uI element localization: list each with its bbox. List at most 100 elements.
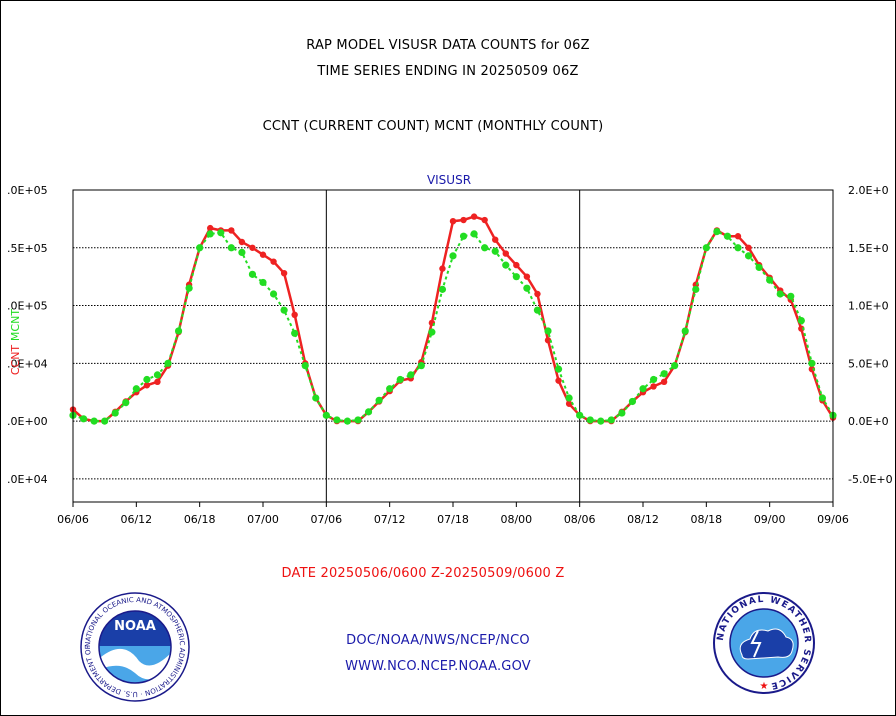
data-point-mcnt — [217, 229, 225, 237]
x-tick-label: 06/12 — [120, 513, 152, 526]
svg-text:★: ★ — [760, 681, 769, 692]
data-point-mcnt — [322, 411, 330, 419]
series-mcnt — [69, 228, 837, 425]
data-point-mcnt — [364, 408, 373, 416]
y-tick-label-left: .0E+04 — [7, 357, 48, 370]
data-point-mcnt — [713, 228, 721, 236]
data-point-mcnt — [618, 409, 626, 417]
chart-title-line-2: TIME SERIES ENDING IN 20250509 06Z — [317, 64, 579, 79]
data-point-mcnt — [491, 247, 499, 255]
data-point-ccnt — [555, 377, 562, 384]
series-ccnt — [69, 213, 837, 425]
data-point-mcnt — [692, 285, 700, 293]
data-point-mcnt — [428, 328, 436, 336]
data-point-ccnt — [470, 213, 478, 220]
data-point-mcnt — [143, 375, 151, 384]
data-point-mcnt — [597, 417, 605, 425]
data-point-ccnt — [291, 311, 298, 318]
data-point-mcnt — [481, 244, 489, 252]
data-point-ccnt — [259, 251, 267, 258]
x-tick-label: 06/18 — [184, 513, 216, 526]
data-point-mcnt — [386, 385, 394, 393]
y-tick-label-left: .0E+05 — [7, 300, 48, 313]
data-point-mcnt — [354, 416, 362, 424]
data-point-ccnt — [565, 400, 573, 407]
data-point-ccnt — [154, 378, 161, 386]
data-point-ccnt — [143, 382, 151, 389]
y-tick-label-right: 1.5E+0 — [848, 242, 889, 255]
data-point-mcnt — [744, 252, 753, 260]
data-point-ccnt — [544, 337, 552, 344]
data-point-ccnt — [534, 290, 541, 298]
data-point-mcnt — [238, 248, 246, 256]
x-tick-label: 07/18 — [437, 513, 469, 526]
data-point-mcnt — [808, 359, 816, 367]
data-point-mcnt — [90, 417, 98, 425]
y-axis-label-ccnt: CCNT — [9, 345, 22, 376]
series-line-ccnt — [72, 215, 835, 423]
data-point-mcnt — [206, 230, 214, 238]
axis-layer: .0E+04 -5.0E+0 .0E+00 0.0E+0 .0E+04 5.0E+0 .0E… — [7, 184, 893, 526]
data-point-ccnt — [439, 265, 446, 272]
data-point-mcnt — [291, 329, 299, 337]
data-point-mcnt — [122, 399, 130, 407]
data-point-mcnt — [681, 327, 689, 335]
data-point-ccnt — [460, 216, 467, 224]
data-point-mcnt — [628, 397, 637, 406]
data-point-mcnt — [259, 278, 267, 287]
data-point-mcnt — [185, 284, 193, 292]
data-point-mcnt — [174, 327, 183, 335]
data-point-mcnt — [755, 263, 763, 272]
data-point-mcnt — [79, 415, 88, 423]
data-point-mcnt — [818, 394, 827, 402]
data-point-mcnt — [576, 411, 584, 419]
y-tick-label-left: .0E+05 — [7, 184, 48, 197]
data-point-mcnt — [417, 362, 425, 370]
data-point-mcnt — [565, 394, 573, 402]
y-tick-label-left: .0E+00 — [7, 415, 48, 428]
data-point-mcnt — [227, 244, 235, 252]
data-point-ccnt — [249, 244, 256, 251]
data-point-mcnt — [248, 270, 257, 278]
y-tick-label-right: 1.0E+0 — [848, 300, 889, 313]
data-point-mcnt — [301, 362, 309, 370]
y-tick-label-right: 5.0E+0 — [848, 357, 889, 370]
y-tick-label-right: -5.0E+0 — [848, 473, 893, 486]
data-point-mcnt — [343, 417, 352, 425]
x-tick-label: 09/06 — [817, 513, 849, 526]
series-line-mcnt — [72, 230, 834, 423]
x-tick-label: 08/00 — [500, 513, 532, 526]
data-point-mcnt — [787, 292, 795, 300]
data-point-ccnt — [481, 216, 488, 224]
data-point-mcnt — [586, 416, 594, 424]
data-point-mcnt — [269, 290, 278, 298]
data-point-mcnt — [449, 252, 457, 260]
data-point-mcnt — [512, 273, 520, 281]
y-axis-label-mcnt: MCNT — [9, 309, 22, 341]
data-point-mcnt — [660, 370, 668, 378]
data-point-mcnt — [164, 359, 172, 367]
data-point-mcnt — [797, 316, 805, 325]
y-tick-label-right: 0.0E+0 — [848, 415, 889, 428]
data-point-mcnt — [459, 232, 468, 240]
data-point-ccnt — [650, 383, 657, 390]
data-point-mcnt — [396, 375, 404, 384]
x-tick-label: 08/18 — [690, 513, 722, 526]
x-tick-label: 07/06 — [310, 513, 342, 526]
y-tick-label-right: 2.0E+0 — [848, 184, 889, 197]
website-link[interactable]: WWW.NCO.NCEP.NOAA.GOV — [345, 659, 531, 674]
data-point-mcnt — [132, 385, 140, 393]
data-point-ccnt — [734, 233, 742, 240]
x-tick-label: 08/06 — [564, 513, 596, 526]
x-tick-label: 08/12 — [627, 513, 659, 526]
chart-title-line-1: RAP MODEL VISUSR DATA COUNTS for 06Z — [306, 38, 590, 53]
x-tick-label: 07/12 — [374, 513, 406, 526]
data-point-ccnt — [207, 224, 214, 232]
data-point-mcnt — [407, 371, 415, 379]
data-point-ccnt — [523, 273, 531, 280]
noaa-logo-text: NOAA — [114, 619, 156, 634]
data-point-mcnt — [702, 244, 710, 252]
y-tick-label-left: .0E+04 — [7, 473, 48, 486]
data-point-mcnt — [639, 385, 647, 393]
data-point-ccnt — [238, 238, 246, 246]
